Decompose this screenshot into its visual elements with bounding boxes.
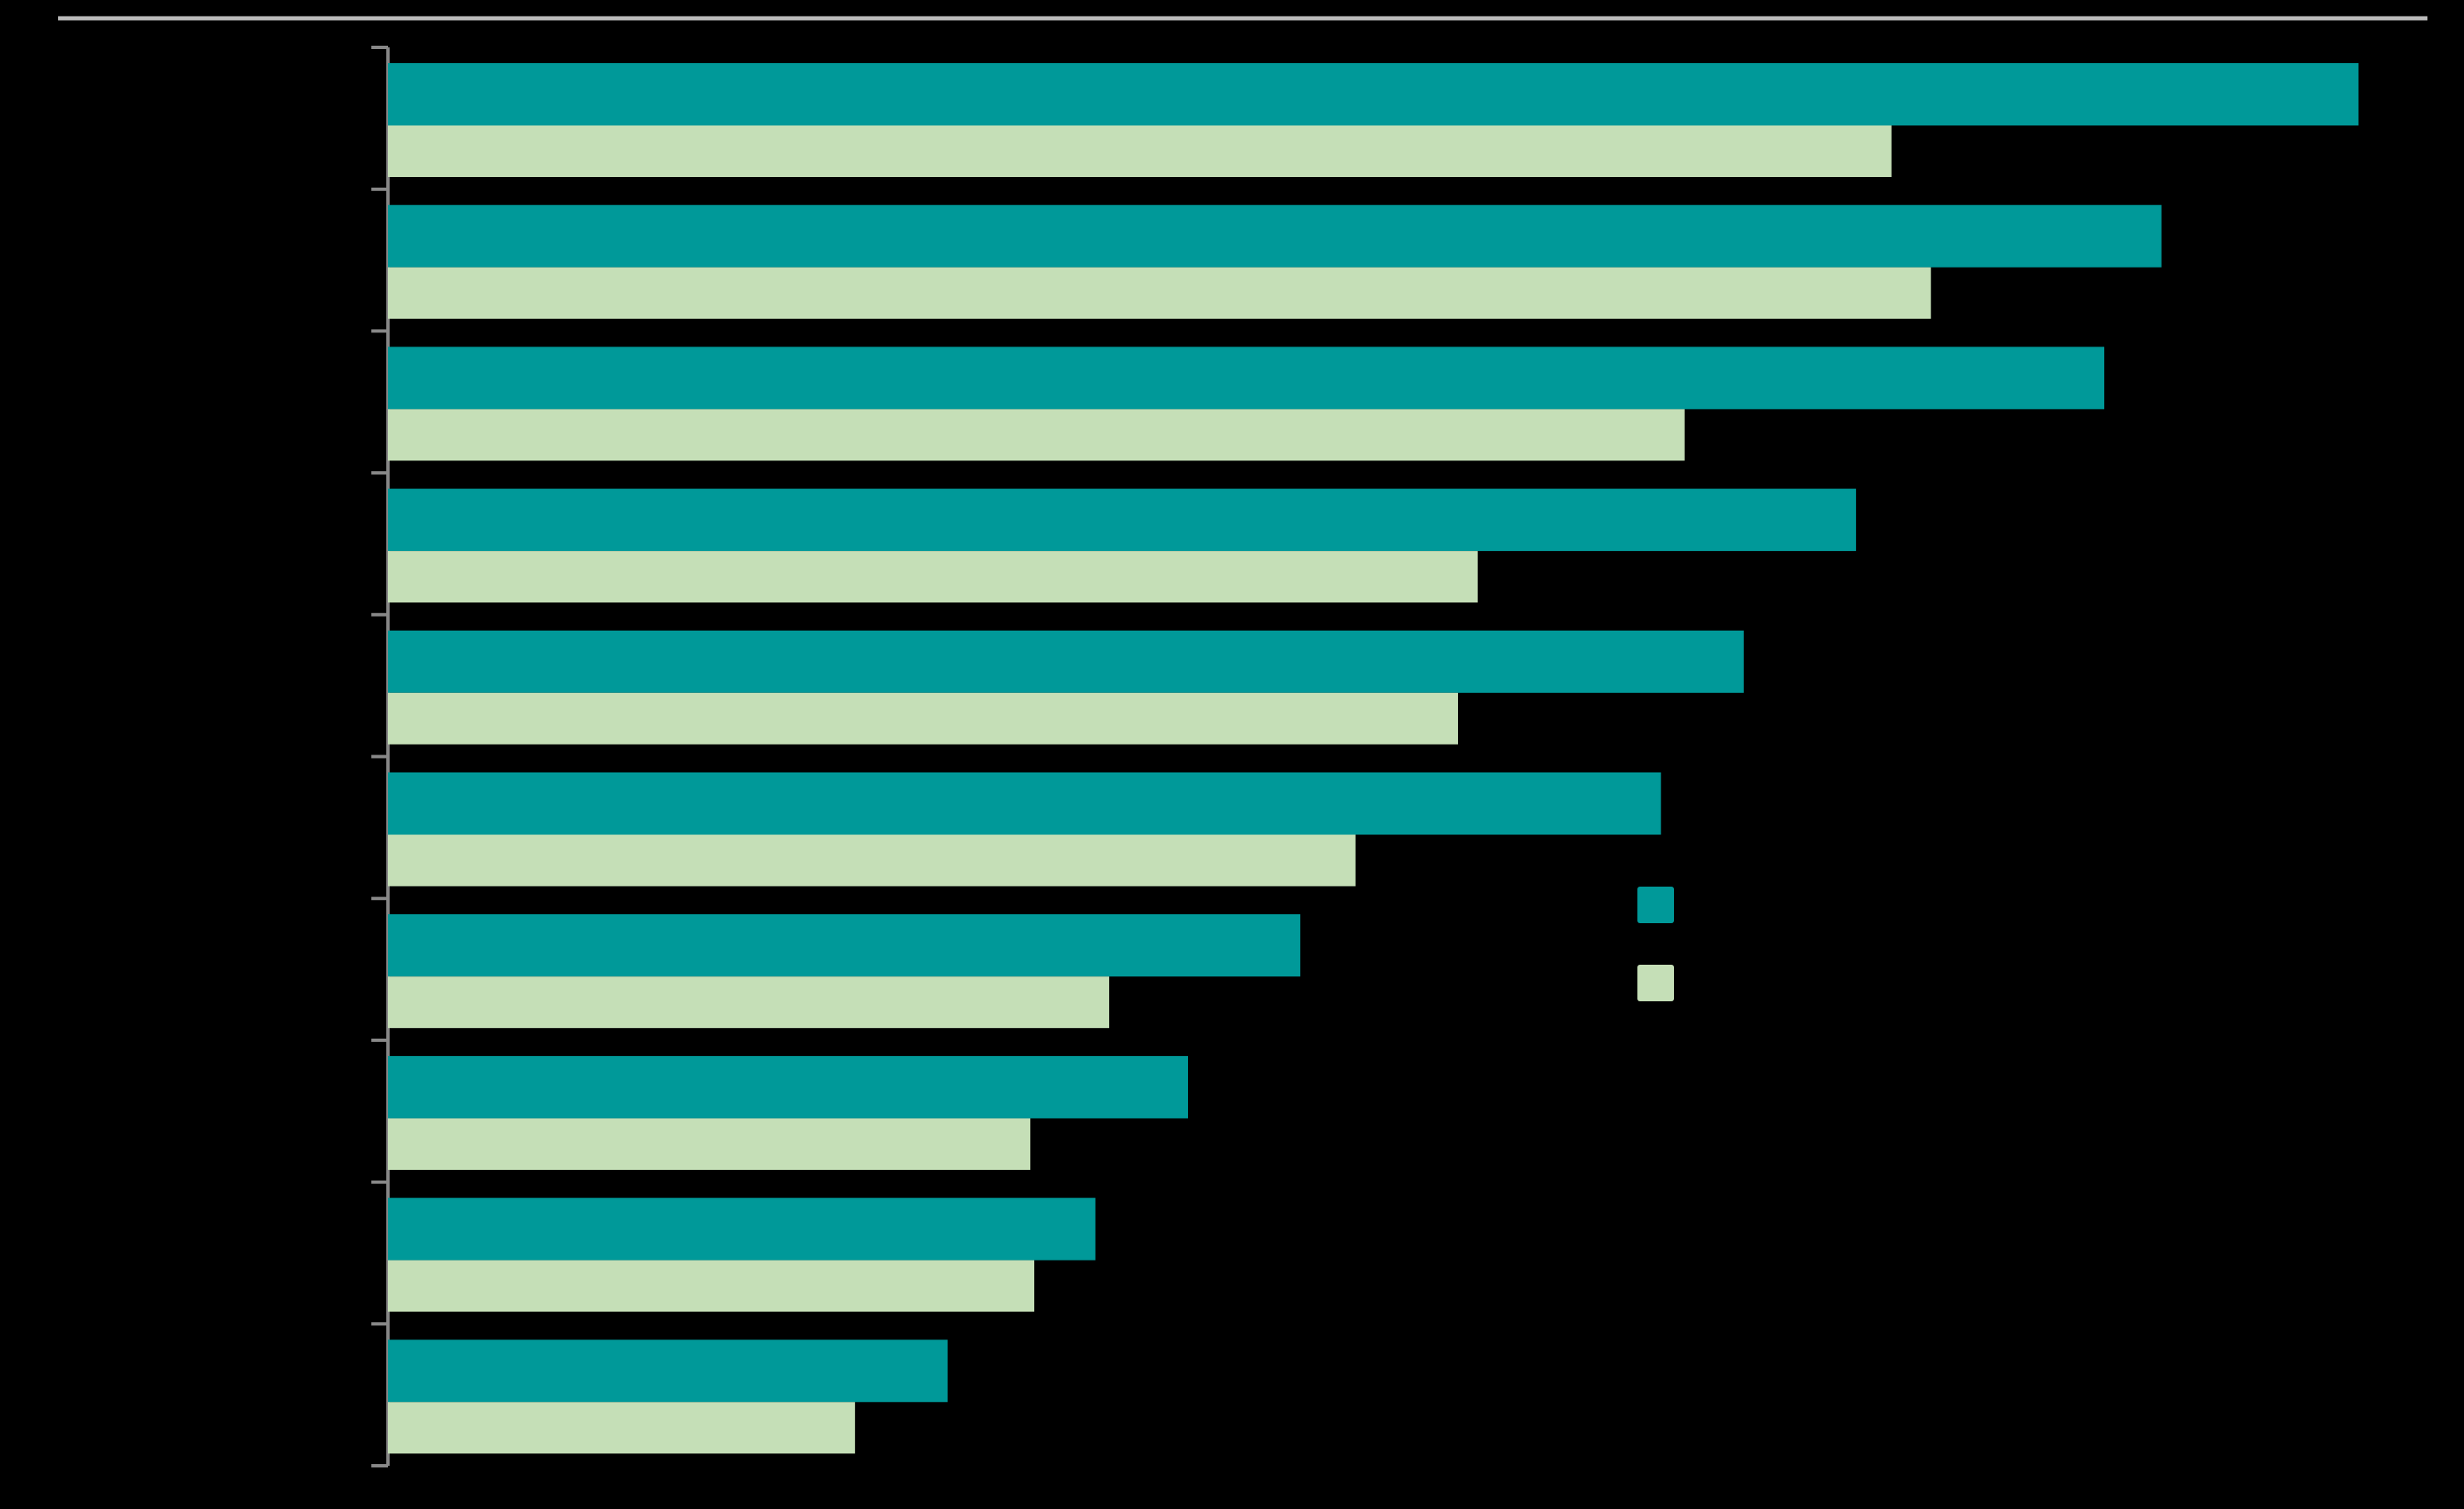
legend-swatch-series-1 (1637, 887, 1674, 923)
bar-series-2-item-6 (388, 834, 1356, 887)
bar-series-2-item-5 (388, 692, 1458, 745)
bar-series-1-item-3 (388, 347, 2105, 410)
bar-series-1-item-4 (388, 489, 1857, 552)
bar-series-1-item-10 (388, 1339, 948, 1403)
bar-series-1-item-5 (388, 630, 1744, 693)
bar-series-2-item-9 (388, 1260, 1035, 1312)
bar-series-1-item-9 (388, 1197, 1096, 1261)
bar-series-2-item-8 (388, 1118, 1031, 1170)
bar-series-2-item-3 (388, 409, 1685, 461)
legend-swatch-series-2 (1637, 965, 1674, 1001)
bar-series-1-item-7 (388, 914, 1301, 977)
bar-series-2-item-10 (388, 1402, 856, 1454)
bar-series-1-item-8 (388, 1055, 1189, 1118)
bar-series-1-item-6 (388, 772, 1661, 835)
bar-series-2-item-4 (388, 551, 1478, 603)
bar-series-2-item-2 (388, 267, 1931, 319)
bar-series-2-item-1 (388, 125, 1892, 177)
bar-series-1-item-1 (388, 63, 2358, 125)
bar-series-2-item-7 (388, 976, 1110, 1029)
bar-series-1-item-2 (388, 204, 2162, 268)
